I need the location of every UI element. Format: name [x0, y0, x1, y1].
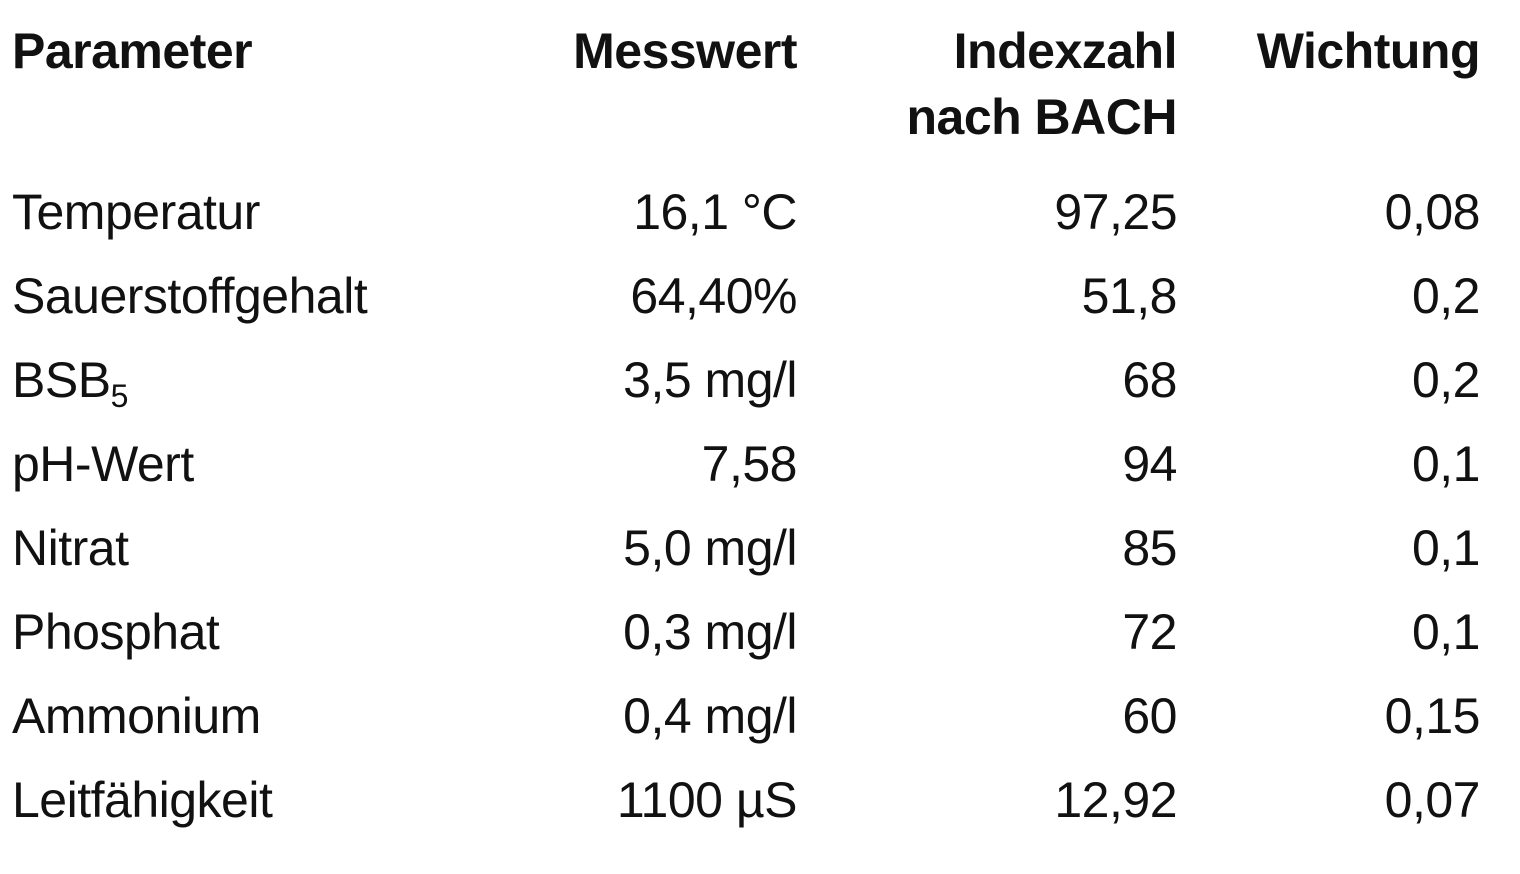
- parameter-label: Ammonium: [12, 688, 261, 744]
- parameter-label: Sauerstoffgehalt: [12, 268, 368, 324]
- parameter-label: Leitfähigkeit: [12, 772, 273, 828]
- parameter-subscript: 5: [110, 378, 129, 414]
- cell-indexzahl: 72: [1122, 604, 1177, 660]
- cell-messwert: 7,58: [701, 436, 798, 492]
- table-row: pH-Wert 7,58 94 0,1: [12, 422, 1481, 506]
- cell-indexzahl: 12,92: [1054, 772, 1177, 828]
- cell-parameter: Leitfähigkeit: [12, 758, 432, 842]
- header-wichtung: Wichtung: [1256, 23, 1481, 79]
- header-row: Parameter Messwert Indexzahl nach BACH W…: [12, 18, 1481, 170]
- cell-messwert: 64,40%: [630, 268, 797, 324]
- cell-parameter: Phosphat: [12, 590, 432, 674]
- parameter-label: Phosphat: [12, 604, 220, 660]
- cell-wichtung: 0,1: [1411, 520, 1481, 576]
- parameter-label: BSB: [12, 352, 111, 408]
- cell-parameter: pH-Wert: [12, 422, 432, 506]
- water-quality-table: Parameter Messwert Indexzahl nach BACH W…: [12, 18, 1481, 842]
- parameter-label: Nitrat: [12, 520, 129, 576]
- cell-messwert: 1100 µS: [616, 772, 798, 828]
- cell-parameter: BSB5: [12, 338, 432, 422]
- cell-wichtung: 0,2: [1411, 352, 1481, 408]
- cell-indexzahl: 51,8: [1081, 268, 1178, 324]
- cell-indexzahl: 94: [1122, 436, 1177, 492]
- cell-parameter: Temperatur: [12, 170, 432, 254]
- cell-indexzahl: 85: [1122, 520, 1177, 576]
- header-parameter: Parameter: [12, 23, 253, 79]
- header-indexzahl-line2: nach BACH: [906, 89, 1177, 145]
- cell-parameter: Sauerstoffgehalt: [12, 254, 432, 338]
- cell-wichtung: 0,15: [1384, 688, 1481, 744]
- cell-messwert: 16,1 °C: [633, 184, 797, 240]
- cell-parameter: Ammonium: [12, 674, 432, 758]
- cell-messwert: 0,3 mg/l: [623, 604, 797, 660]
- cell-wichtung: 0,1: [1411, 436, 1481, 492]
- table-row: Leitfähigkeit 1100 µS 12,92 0,07: [12, 758, 1481, 842]
- table-row: Sauerstoffgehalt 64,40% 51,8 0,2: [12, 254, 1481, 338]
- header-indexzahl: Indexzahl nach BACH: [797, 18, 1177, 170]
- header-indexzahl-line1: Indexzahl: [953, 23, 1178, 79]
- cell-messwert: 3,5 mg/l: [623, 352, 797, 408]
- cell-wichtung: 0,07: [1384, 772, 1481, 828]
- table-body: Temperatur 16,1 °C 97,25 0,08 Sauerstoff…: [12, 170, 1481, 842]
- table-row: Temperatur 16,1 °C 97,25 0,08: [12, 170, 1481, 254]
- table-header: Parameter Messwert Indexzahl nach BACH W…: [12, 18, 1481, 170]
- cell-messwert: 5,0 mg/l: [623, 520, 797, 576]
- table-row: Ammonium 0,4 mg/l 60 0,15: [12, 674, 1481, 758]
- cell-indexzahl: 68: [1122, 352, 1177, 408]
- cell-wichtung: 0,1: [1411, 604, 1481, 660]
- table-row: BSB5 3,5 mg/l 68 0,2: [12, 338, 1481, 422]
- table-row: Phosphat 0,3 mg/l 72 0,1: [12, 590, 1481, 674]
- cell-wichtung: 0,2: [1411, 268, 1481, 324]
- cell-indexzahl: 60: [1122, 688, 1177, 744]
- cell-messwert: 0,4 mg/l: [623, 688, 797, 744]
- table-row: Nitrat 5,0 mg/l 85 0,1: [12, 506, 1481, 590]
- cell-wichtung: 0,08: [1384, 184, 1481, 240]
- cell-parameter: Nitrat: [12, 506, 432, 590]
- header-messwert: Messwert: [573, 23, 797, 79]
- cell-indexzahl: 97,25: [1054, 184, 1177, 240]
- parameter-label: pH-Wert: [12, 436, 194, 492]
- parameter-label: Temperatur: [12, 184, 260, 240]
